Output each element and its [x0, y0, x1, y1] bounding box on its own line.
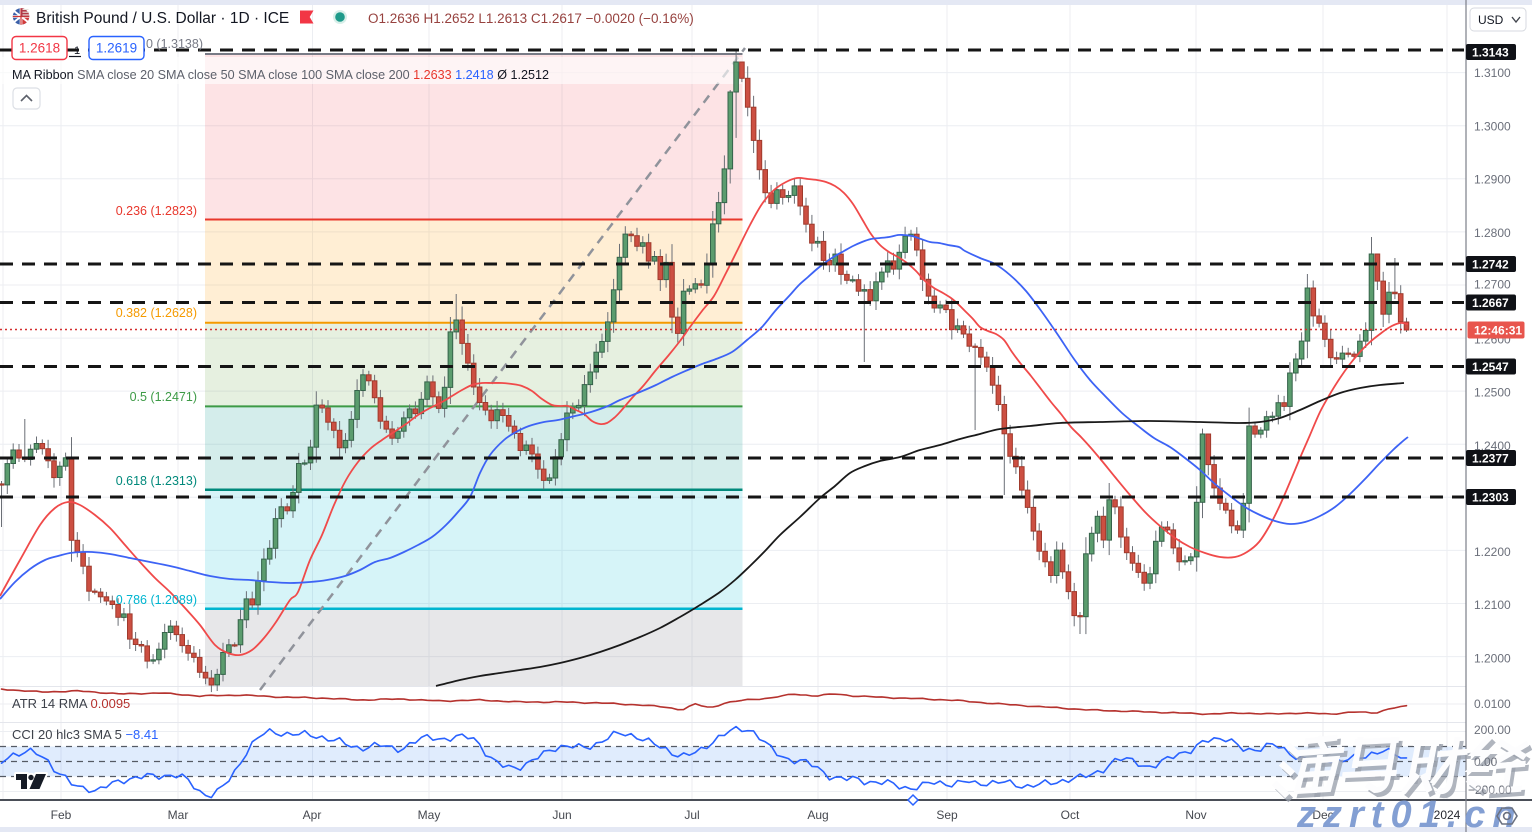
svg-text:1.2667: 1.2667 — [1472, 296, 1509, 310]
svg-text:0.618 (1.2313): 0.618 (1.2313) — [116, 474, 197, 488]
svg-text:1.2303: 1.2303 — [1472, 491, 1509, 505]
svg-text:0.0100: 0.0100 — [1474, 697, 1511, 711]
svg-text:Aug: Aug — [807, 808, 828, 822]
svg-text:zzrt01.cn: zzrt01.cn — [1296, 794, 1523, 832]
svg-text:1.2400: 1.2400 — [1474, 439, 1511, 453]
svg-text:1.2000: 1.2000 — [1474, 651, 1511, 665]
svg-text:1.3100: 1.3100 — [1474, 66, 1511, 80]
svg-text:1.2700: 1.2700 — [1474, 278, 1511, 292]
svg-text:Jun: Jun — [552, 808, 571, 822]
svg-text:0.236 (1.2823): 0.236 (1.2823) — [116, 204, 197, 218]
svg-text:ATR 14 RMA 0.0095: ATR 14 RMA 0.0095 — [12, 696, 130, 711]
svg-text:1: 1 — [74, 45, 80, 57]
svg-text:0.5 (1.2471): 0.5 (1.2471) — [130, 390, 197, 404]
svg-text:May: May — [418, 808, 441, 822]
svg-text:1.2200: 1.2200 — [1474, 545, 1511, 559]
svg-text:Feb: Feb — [51, 808, 72, 822]
svg-text:Nov: Nov — [1185, 808, 1206, 822]
svg-text:12:46:31: 12:46:31 — [1474, 324, 1522, 338]
svg-text:1.2742: 1.2742 — [1472, 258, 1509, 272]
svg-text:2024: 2024 — [1434, 808, 1461, 822]
svg-text:0.382 (1.2628): 0.382 (1.2628) — [116, 306, 197, 320]
svg-text:Apr: Apr — [303, 808, 322, 822]
svg-text:1.2100: 1.2100 — [1474, 598, 1511, 612]
svg-text:1.2377: 1.2377 — [1472, 452, 1509, 466]
svg-text:1.3143: 1.3143 — [1472, 46, 1509, 60]
svg-text:0.786 (1.2089): 0.786 (1.2089) — [116, 593, 197, 607]
svg-text:200.00: 200.00 — [1474, 723, 1511, 737]
svg-text:1.2800: 1.2800 — [1474, 226, 1511, 240]
svg-text:CCI 20 hlc3 SMA 5 −8.41: CCI 20 hlc3 SMA 5 −8.41 — [12, 727, 158, 742]
svg-text:−200.00: −200.00 — [1468, 783, 1512, 797]
svg-text:1.2547: 1.2547 — [1472, 360, 1509, 374]
svg-text:Oct: Oct — [1061, 808, 1080, 822]
svg-text:Jul: Jul — [684, 808, 699, 822]
svg-text:Sep: Sep — [936, 808, 958, 822]
svg-text:Mar: Mar — [168, 808, 189, 822]
svg-text:0.00: 0.00 — [1474, 755, 1498, 769]
svg-text:USD: USD — [1478, 13, 1504, 27]
svg-text:Dec: Dec — [1312, 808, 1333, 822]
svg-text:MA Ribbon SMA close 20 SMA clo: MA Ribbon SMA close 20 SMA close 50 SMA … — [12, 68, 549, 82]
svg-text:1.2618: 1.2618 — [19, 41, 60, 56]
svg-text:British Pound / U.S. Dollar ·: British Pound / U.S. Dollar · 1D · ICE — [36, 10, 289, 27]
svg-text:1.2900: 1.2900 — [1474, 173, 1511, 187]
svg-text:1.2500: 1.2500 — [1474, 386, 1511, 400]
svg-text:O1.2636 H1.2652 L1.2613 C1.261: O1.2636 H1.2652 L1.2613 C1.2617 −0.0020 … — [368, 11, 694, 26]
svg-text:1.3000: 1.3000 — [1474, 120, 1511, 134]
svg-text:1.2619: 1.2619 — [96, 41, 137, 56]
svg-text:0 (1.3138): 0 (1.3138) — [146, 37, 203, 51]
